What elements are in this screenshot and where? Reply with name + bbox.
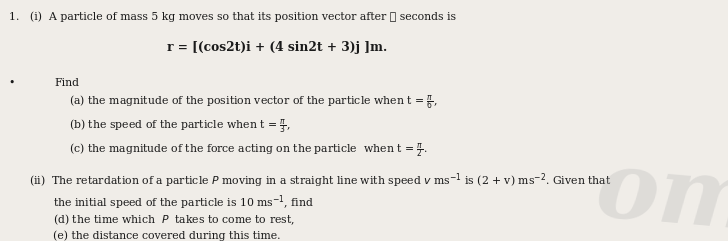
Text: the initial speed of the particle is 10 ms$^{-1}$, find: the initial speed of the particle is 10 … <box>53 194 314 212</box>
Text: r = [(cos2t)i + (4 sin2t + 3)j ]m.: r = [(cos2t)i + (4 sin2t + 3)j ]m. <box>167 41 387 54</box>
Text: •: • <box>9 78 15 88</box>
Text: 1.   (i)  A particle of mass 5 kg moves so that its position vector after ℓ seco: 1. (i) A particle of mass 5 kg moves so … <box>9 11 456 22</box>
Text: (c) the magnitude of the force acting on the particle  when t = $\frac{\pi}{2}$.: (c) the magnitude of the force acting on… <box>69 141 427 160</box>
Text: Find: Find <box>55 78 79 88</box>
Text: (b) the speed of the particle when t = $\frac{\pi}{3}$,: (b) the speed of the particle when t = $… <box>69 117 290 136</box>
Text: (ii)  The retardation of a particle $P$ moving in a straight line with speed $v$: (ii) The retardation of a particle $P$ m… <box>29 172 612 190</box>
Text: (e) the distance covered during this time.: (e) the distance covered during this tim… <box>53 230 281 241</box>
Text: om: om <box>592 146 728 241</box>
Text: (a) the magnitude of the position vector of the particle when t = $\frac{\pi}{6}: (a) the magnitude of the position vector… <box>69 93 438 112</box>
Text: (d) the time which  $P$  takes to come to rest,: (d) the time which $P$ takes to come to … <box>53 212 295 227</box>
